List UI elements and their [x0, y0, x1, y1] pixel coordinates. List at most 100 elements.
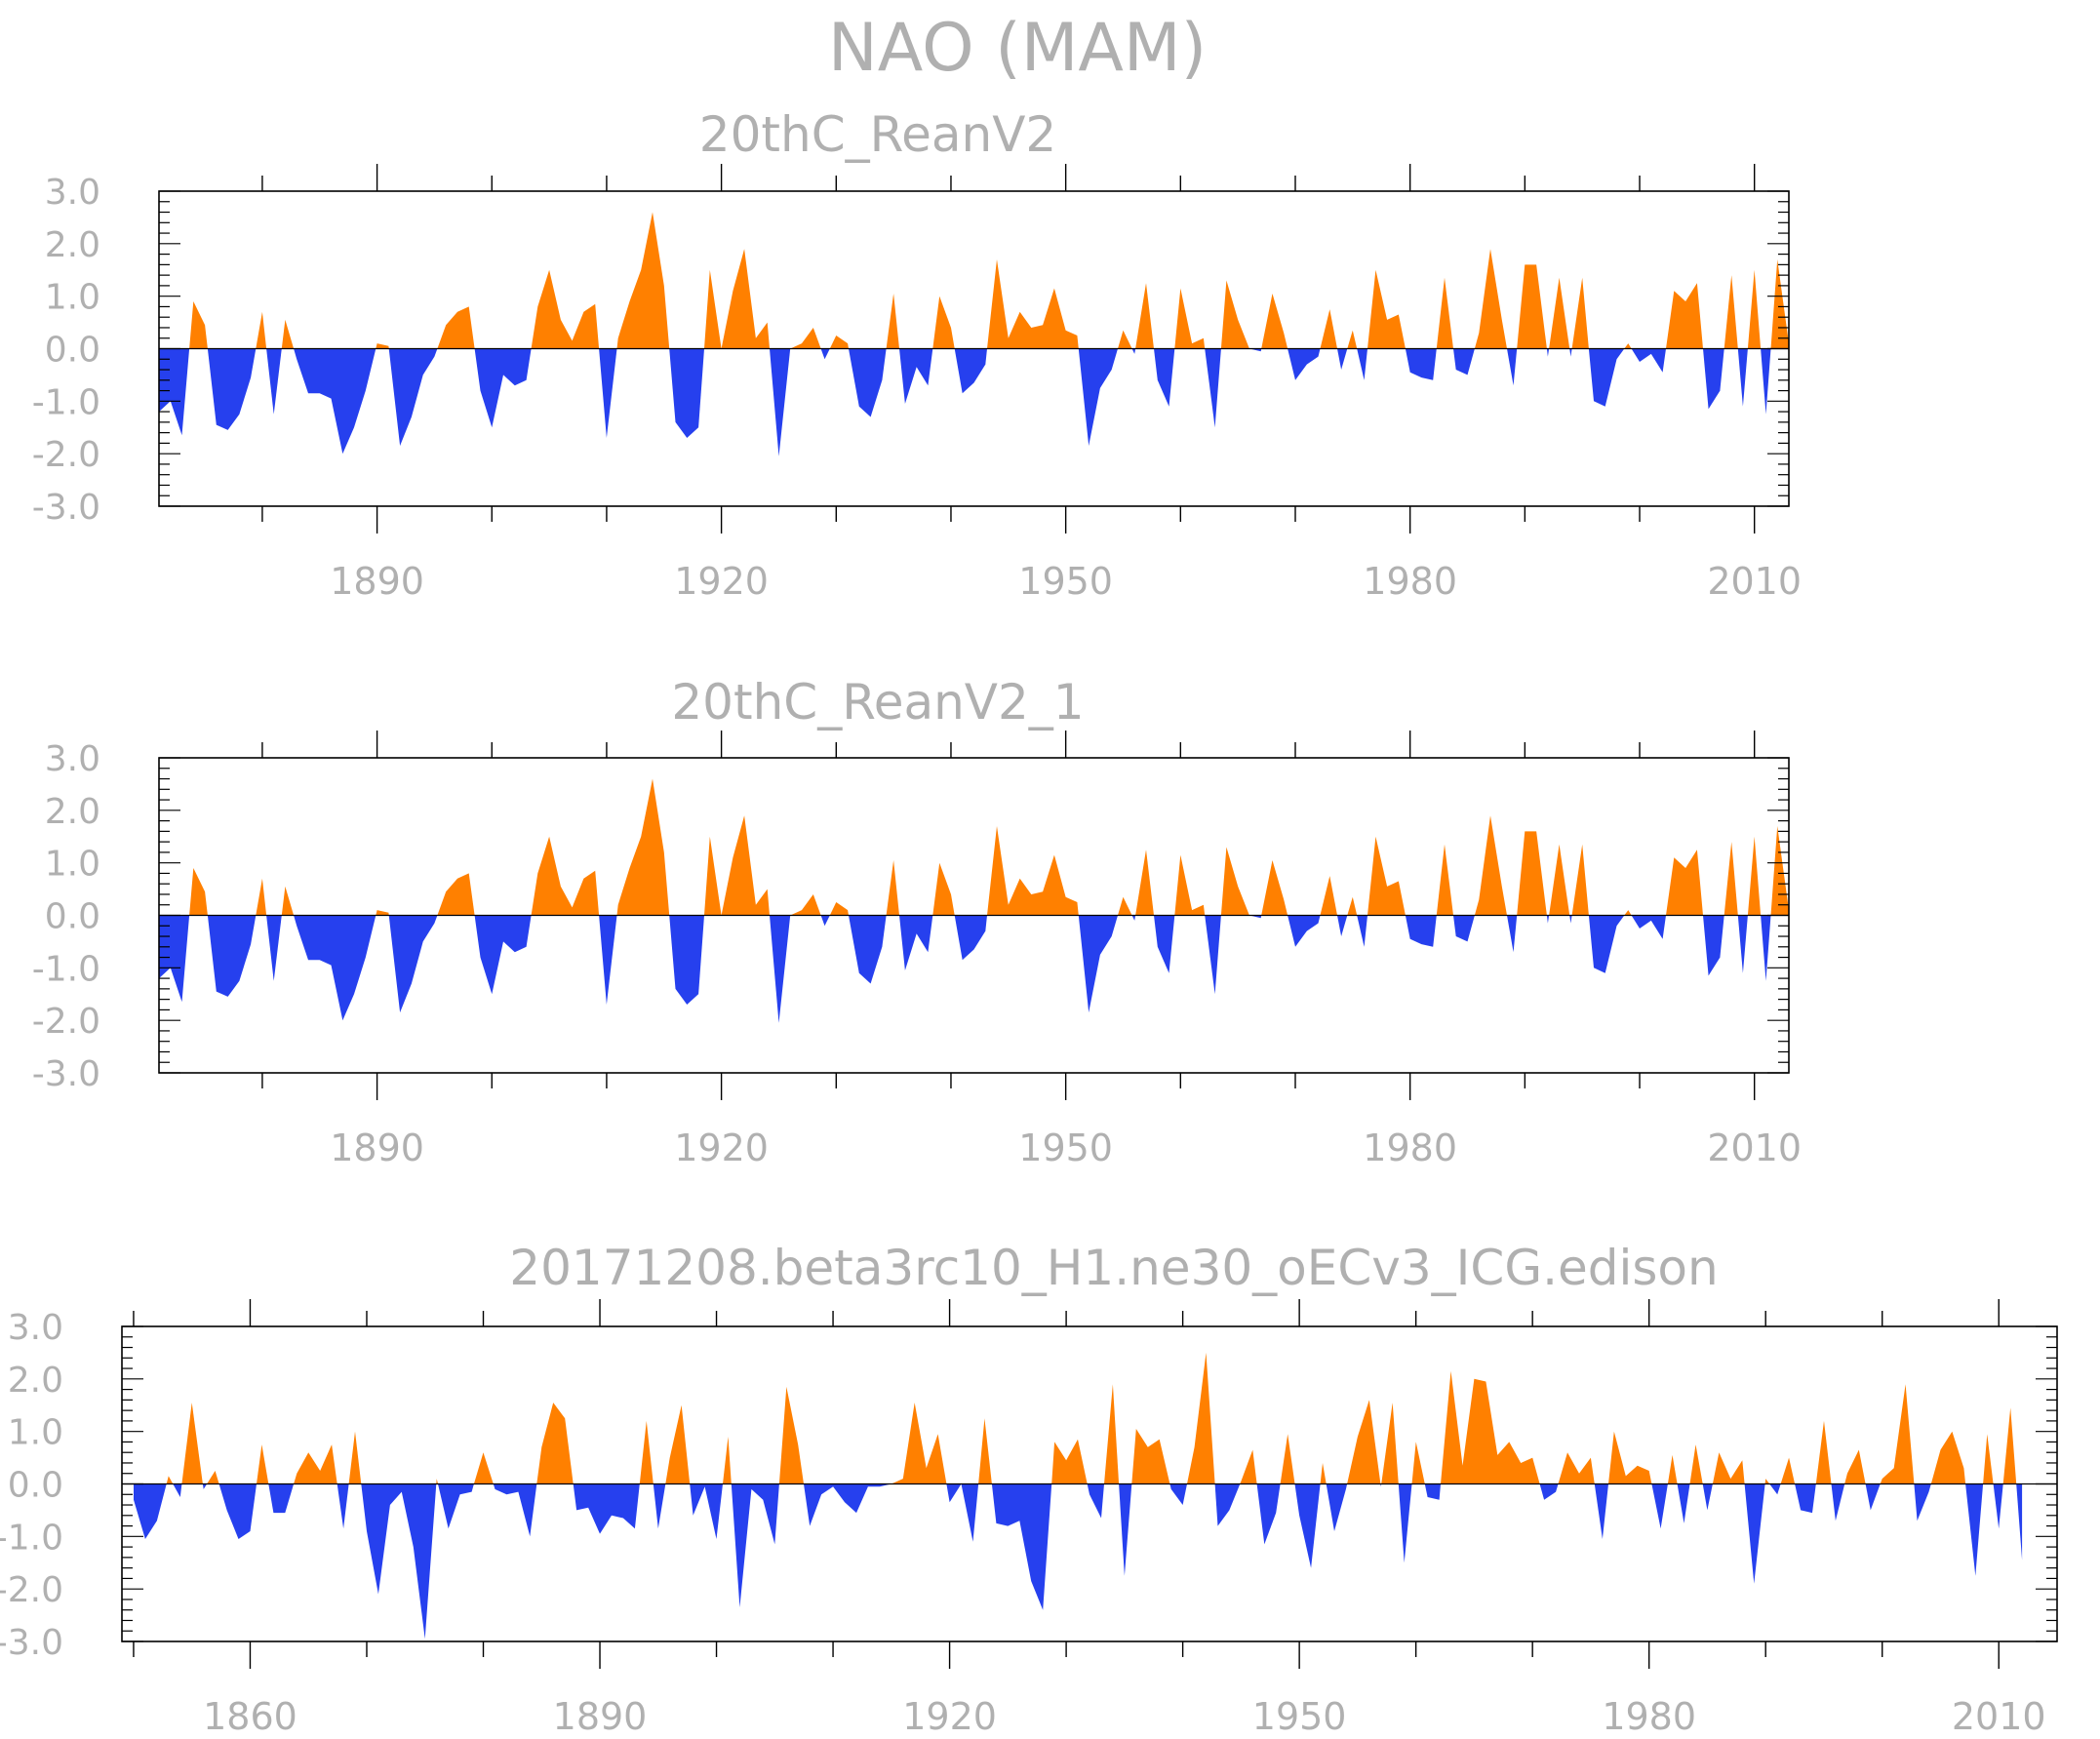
- panel-1-ytick-label: -3.0: [32, 488, 100, 528]
- panel-3-negative-area-10: [337, 1483, 349, 1529]
- panel-1-positive-area-25: [987, 259, 1079, 349]
- panel-1-positive-area-15: [704, 249, 770, 349]
- panel-2-negative-area-46: [1507, 915, 1518, 953]
- panel-3-positive-area-31: [978, 1418, 992, 1484]
- panel-1-ytick-label: -1.0: [32, 382, 100, 422]
- panel-1-plot: 3.0 2.0 1.0 0.0 -1.0 -2.0 -3.0 1890 1920 1950 1980…: [32, 164, 1802, 603]
- panel-1-negative-area-22: [899, 348, 933, 404]
- panel-2-xtick-label: 1980: [1363, 1126, 1457, 1169]
- panel-2-positive-area-25: [987, 826, 1079, 916]
- panel-1-negative-area-12: [599, 348, 617, 438]
- panel-1-negative-area-54: [1631, 348, 1666, 373]
- panel-3-negative-area-54: [1539, 1483, 1559, 1500]
- panel-2-negative-area-58: [1737, 915, 1748, 973]
- panel-2-positive-area-45: [1474, 815, 1507, 916]
- panel-1-positive-area-47: [1517, 264, 1547, 349]
- panel-1-negative-area-56: [1703, 348, 1724, 410]
- panel-1-positive-area-51: [1571, 277, 1589, 349]
- panel-3-negative-area-16: [493, 1483, 537, 1537]
- panel-2-negative-area-4: [266, 915, 282, 981]
- panel-1-negative-area-26: [1078, 348, 1118, 447]
- panel-3-negative-area-34: [1087, 1483, 1104, 1519]
- panel-1: 20thC_ReanV2 3.0 2.0 1.0 0.0 -1.0 -2.0 -3.0 189…: [32, 106, 1802, 603]
- panel-1-negative-area-32: [1205, 348, 1221, 428]
- panel-3-positive-area-47: [1347, 1400, 1381, 1484]
- panel-1-positive-area-37: [1320, 309, 1337, 349]
- panel-3-positive-area-63: [1712, 1452, 1745, 1484]
- panel-3-negative-area-42: [1256, 1483, 1281, 1545]
- panel-2-positive-area-7: [376, 910, 389, 916]
- panel-3-positive-area-35: [1104, 1384, 1120, 1484]
- panel-3-negative-area-2: [173, 1483, 182, 1497]
- panel-3-negative-area-52: [1424, 1483, 1441, 1500]
- panel-3-negative-area-64: [1744, 1483, 1765, 1584]
- panel-1-positive-area-59: [1747, 269, 1762, 349]
- panel-2-negative-area-56: [1703, 915, 1724, 976]
- panel-2-positive-area-51: [1571, 844, 1589, 916]
- panel-3-positive-area-69: [1815, 1420, 1832, 1484]
- panel-3-positive-area-1: [166, 1476, 174, 1484]
- panel-1-negative-area-46: [1507, 348, 1518, 386]
- panel-2-positive-area-37: [1320, 876, 1337, 916]
- panel-2-negative-area-38: [1337, 915, 1348, 936]
- panel-3-negative-area-78: [1993, 1483, 2003, 1529]
- panel-1-negative-area-10: [474, 348, 532, 428]
- panel-3-negative-area-32: [991, 1483, 1052, 1610]
- panel-2-negative-area-8: [388, 915, 438, 1013]
- panel-2-ytick-label: -1.0: [32, 949, 100, 989]
- panel-3-negative-area-44: [1294, 1483, 1321, 1568]
- panel-1-negative-area-18: [820, 348, 830, 360]
- panel-3-positive-area-41: [1240, 1449, 1257, 1484]
- panel-2-negative-area-50: [1569, 915, 1572, 924]
- panel-2-negative-area-14: [669, 915, 704, 1005]
- panel-1-negative-area-42: [1405, 348, 1437, 380]
- panel-2-positive-area-11: [531, 836, 600, 916]
- panel-3-positive-area-13: [436, 1479, 438, 1484]
- panel-3-positive-area-77: [1983, 1434, 1994, 1484]
- panel-3-negative-area-18: [573, 1483, 640, 1534]
- panel-1-ytick-label: 3.0: [45, 173, 100, 213]
- panel-2-positive-area-41: [1367, 836, 1406, 916]
- panel-2-positive-area-5: [281, 886, 295, 916]
- panel-3-negative-area-58: [1651, 1483, 1668, 1529]
- panel-3-positive-area-59: [1667, 1454, 1678, 1484]
- panel-1-positive-area-61: [1770, 259, 1789, 349]
- panel-3-negative-area-24: [731, 1483, 779, 1607]
- panel-1-negative-area-4: [266, 348, 282, 415]
- panel-2-negative-area-10: [474, 915, 532, 995]
- panel-3-positive-area-49: [1381, 1403, 1399, 1484]
- panel-2-positive-area-53: [1624, 910, 1632, 916]
- panel-1-positive-area-11: [531, 269, 600, 349]
- panel-1-positive-area-27: [1118, 330, 1132, 349]
- panel-3-positive-area-37: [1131, 1429, 1170, 1484]
- panel-2-negative-area-2: [207, 915, 257, 997]
- panel-1-positive-area-55: [1666, 283, 1703, 349]
- panel-2-xtick-label: 2010: [1707, 1126, 1802, 1169]
- panel-3-positive-area-23: [723, 1437, 732, 1484]
- panel-1-positive-area-45: [1474, 249, 1507, 349]
- panel-1-negative-area-44: [1453, 348, 1475, 375]
- panel-1-positive-area-7: [376, 343, 389, 349]
- panel-2-positive-area-31: [1174, 854, 1206, 916]
- panel-2-negative-area-52: [1588, 915, 1625, 973]
- panel-1-positive-area-29: [1135, 283, 1154, 349]
- panel-3-positive-area-21: [665, 1404, 691, 1484]
- panel-3-positive-area-9: [294, 1444, 337, 1484]
- panel-3-positive-area-19: [639, 1420, 654, 1484]
- panel-2-negative-area-22: [899, 915, 933, 970]
- panel-3-negative-area-56: [1594, 1483, 1608, 1539]
- panel-3-negative-area-38: [1169, 1483, 1187, 1505]
- panel-2-positive-area-9: [437, 873, 475, 916]
- panel-3-negative-area-4: [202, 1483, 208, 1489]
- panel-3-xtick-label: 2010: [1952, 1695, 2046, 1738]
- panel-1-negative-area-24: [954, 348, 987, 394]
- panel-3-negative-area-20: [653, 1483, 666, 1529]
- panel-1-positive-area-35: [1261, 294, 1288, 349]
- panel-1-title: 20thC_ReanV2: [699, 106, 1056, 163]
- panel-1-positive-area-31: [1174, 288, 1206, 349]
- panel-2-positive-area-19: [829, 902, 849, 916]
- panel-1-positive-area-57: [1724, 275, 1738, 349]
- panel-2-positive-area-15: [704, 815, 770, 916]
- panel-3-positive-area-73: [1880, 1384, 1915, 1484]
- panel-2-xtick-label: 1890: [330, 1126, 424, 1169]
